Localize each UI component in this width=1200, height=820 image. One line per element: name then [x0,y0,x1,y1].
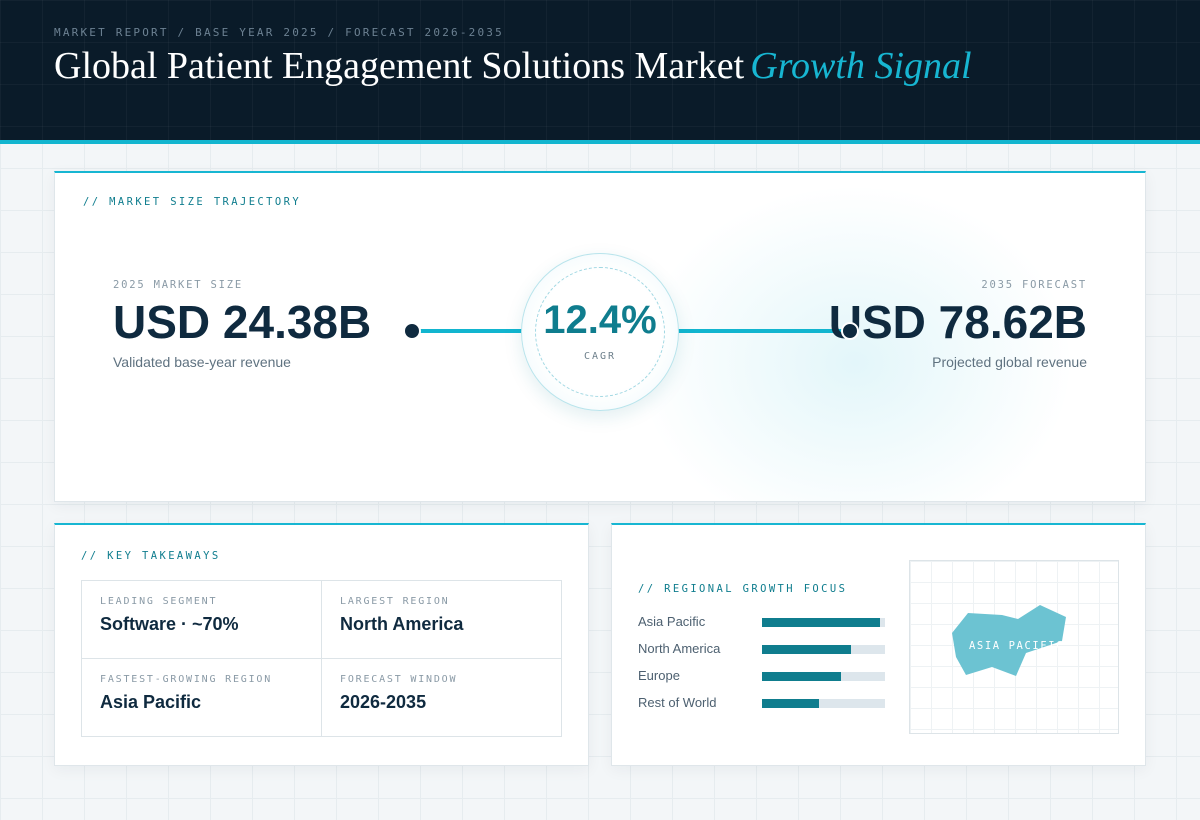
takeaway-caption: FORECAST WINDOW [340,674,458,685]
takeaway-largest-region: LARGEST REGION North America [322,581,562,659]
region-map: ASIA PACIFIC [909,560,1119,734]
region-bar-track [762,645,885,654]
forecast-marker [841,322,859,340]
report-eyebrow: MARKET REPORT / BASE YEAR 2025 / FORECAS… [54,26,504,39]
region-bar-fill [762,672,841,681]
forecast-glow [635,183,1075,501]
report-header: MARKET REPORT / BASE YEAR 2025 / FORECAS… [0,0,1200,144]
market-size-card: // MARKET SIZE TRAJECTORY 2025 MARKET SI… [54,171,1146,502]
region-bar-track [762,699,885,708]
regional-growth-section-label: // REGIONAL GROWTH FOCUS [638,583,848,595]
region-bar-row: Asia Pacific [638,614,886,629]
takeaway-fastest-growing-region: FASTEST-GROWING REGION Asia Pacific [82,659,322,737]
base-year-caption: 2025 MARKET SIZE [113,279,243,291]
map-region-label: ASIA PACIFIC [969,640,1065,652]
key-takeaways-card: // KEY TAKEAWAYS LEADING SEGMENT Softwar… [54,523,589,766]
takeaway-caption: FASTEST-GROWING REGION [100,674,273,685]
key-takeaways-section-label: // KEY TAKEAWAYS [81,550,221,562]
takeaway-value: Software · ~70% [100,614,239,634]
cagr-badge: 12.4% CAGR [521,253,679,411]
page-title-accent: Growth Signal [750,45,972,87]
cagr-value: 12.4% [543,298,657,342]
region-bar-label: Asia Pacific [638,614,706,629]
base-year-value: USD 24.38B [113,296,372,348]
forecast-value: USD 78.62B [828,296,1087,348]
region-bar-fill [762,699,819,708]
takeaway-caption: LARGEST REGION [340,596,450,607]
region-bar-track [762,672,885,681]
region-bar-row: Europe [638,668,886,683]
market-size-section-label: // MARKET SIZE TRAJECTORY [83,196,302,208]
base-year-marker [403,322,421,340]
takeaway-value: North America [340,614,464,634]
takeaway-forecast-window: FORECAST WINDOW 2026-2035 [322,659,562,737]
base-year-subtitle: Validated base-year revenue [113,354,291,370]
forecast-subtitle: Projected global revenue [932,354,1087,370]
region-bar-row: North America [638,641,886,656]
takeaway-leading-segment: LEADING SEGMENT Software · ~70% [82,581,322,659]
cagr-label: CAGR [583,351,617,362]
region-bar-fill [762,645,851,654]
region-bar-fill [762,618,881,627]
cagr-inner-ring [535,267,665,397]
takeaway-value: Asia Pacific [100,692,202,712]
takeaways-grid: LEADING SEGMENT Software · ~70% LARGEST … [81,580,562,737]
forecast-caption: 2035 FORECAST [981,279,1087,291]
page-title: Global Patient Engagement Solutions Mark… [54,44,972,88]
region-bar-row: Rest of World [638,695,886,710]
region-bar-track [762,618,885,627]
takeaway-value: 2026-2035 [340,692,427,712]
region-bar-label: North America [638,641,721,656]
region-bar-label: Europe [638,668,680,683]
region-bar-label: Rest of World [638,695,717,710]
takeaway-caption: LEADING SEGMENT [100,596,218,607]
asia-pacific-map-shape [952,605,1066,676]
page-title-main: Global Patient Engagement Solutions Mark… [54,45,745,87]
regional-growth-card: // REGIONAL GROWTH FOCUS Asia Pacific No… [611,523,1146,766]
